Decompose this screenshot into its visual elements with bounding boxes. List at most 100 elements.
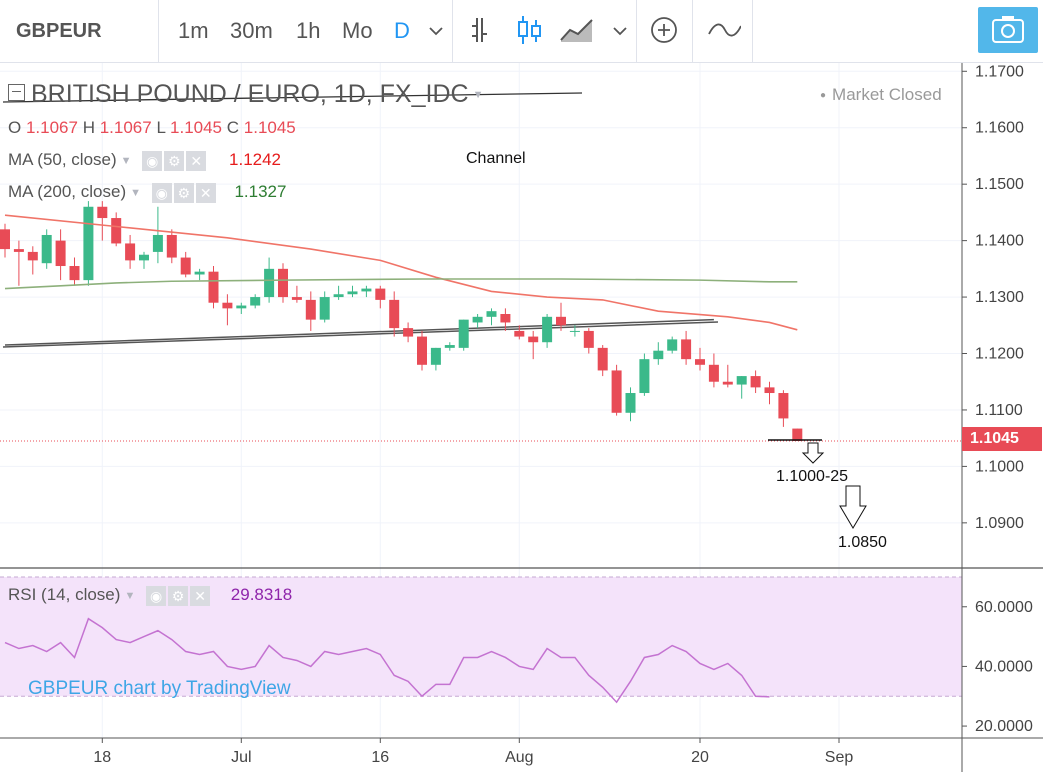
- candle-body: [597, 347, 608, 371]
- candle-body: [653, 350, 664, 360]
- camera-button[interactable]: [978, 7, 1038, 53]
- down-arrow-icon: [801, 442, 825, 464]
- price-tick-label: 1.1600: [975, 120, 1024, 137]
- candle-body: [250, 297, 261, 306]
- rsi-line: [4, 617, 770, 704]
- candle-body: [180, 257, 191, 275]
- close-icon[interactable]: ✕: [195, 182, 216, 203]
- candle-body: [514, 330, 525, 337]
- collapse-icon[interactable]: [8, 83, 25, 101]
- gear-icon[interactable]: ⚙: [168, 585, 189, 606]
- bar-chart-icon[interactable]: [466, 12, 502, 48]
- candle-body: [722, 381, 733, 385]
- candle-body: [208, 271, 219, 303]
- symbol-search[interactable]: GBPEUR: [16, 20, 102, 42]
- interval-month[interactable]: Mo: [342, 18, 373, 43]
- interval-1h[interactable]: 1h: [296, 18, 321, 43]
- interval-day[interactable]: D: [394, 18, 410, 43]
- close-icon[interactable]: ✕: [186, 150, 207, 171]
- candle-body: [583, 330, 594, 348]
- candle-body: [166, 234, 177, 258]
- price-tick-label: 1.1300: [975, 289, 1024, 306]
- close-label: C: [226, 118, 240, 137]
- candle-body: [305, 299, 316, 320]
- candle-body: [625, 393, 636, 413]
- candle-body: [347, 291, 358, 295]
- candle-body: [708, 364, 719, 382]
- chevron-down-icon[interactable]: ▼: [472, 89, 484, 102]
- candle-body: [792, 428, 803, 441]
- interval-1m[interactable]: 1m: [178, 18, 209, 43]
- candle-body: [27, 251, 38, 261]
- rsi-tick-label: 20.0000: [975, 718, 1033, 735]
- time-tick-label: 18: [93, 749, 111, 766]
- rsi-tick-label: 40.0000: [975, 658, 1033, 675]
- open-value: 1.1067: [25, 118, 78, 137]
- candles: [0, 201, 962, 442]
- chevron-down-icon[interactable]: [602, 12, 638, 48]
- gear-icon[interactable]: ⚙: [164, 150, 185, 171]
- candle-body: [319, 297, 330, 320]
- candle-body: [417, 336, 427, 365]
- chevron-down-icon[interactable]: ▼: [130, 186, 141, 199]
- price-tick-label: 1.1000: [975, 458, 1024, 475]
- target2-annotation: 1.0850: [838, 534, 887, 551]
- candle-body: [556, 316, 566, 326]
- chevron-down-icon[interactable]: ▼: [120, 154, 132, 167]
- rsi-label[interactable]: RSI (14, close): [8, 585, 121, 604]
- area-chart-icon[interactable]: [558, 12, 594, 48]
- chevron-down-icon[interactable]: [418, 12, 454, 48]
- market-status: Market Closed: [820, 85, 942, 105]
- gear-icon[interactable]: ⚙: [173, 182, 194, 203]
- candlestick-icon[interactable]: [512, 12, 548, 48]
- chevron-down-icon[interactable]: ▼: [124, 589, 136, 602]
- candle-body: [458, 319, 469, 348]
- candle-body: [389, 299, 400, 329]
- candle-body: [236, 305, 247, 309]
- ma50-legend: MA (50, close) ▼ ◉ ⚙ ✕ 1.1242: [8, 150, 281, 171]
- ma50-label[interactable]: MA (50, close): [8, 150, 117, 169]
- close-value: 1.1045: [243, 118, 296, 137]
- plus-circle-icon[interactable]: [646, 12, 682, 48]
- candle-body: [291, 297, 302, 300]
- candle-body: [375, 288, 386, 300]
- wave-indicator-icon[interactable]: [705, 12, 741, 48]
- eye-icon[interactable]: ◉: [146, 585, 167, 606]
- eye-icon[interactable]: ◉: [151, 182, 172, 203]
- low-value: 1.1045: [170, 118, 223, 137]
- close-icon[interactable]: ✕: [190, 585, 211, 606]
- last-price-tag: 1.1045: [962, 427, 1042, 451]
- candle-body: [611, 370, 622, 413]
- candle-body: [333, 294, 344, 298]
- candle-body: [778, 393, 789, 419]
- price-tick-label: 1.1400: [975, 233, 1024, 250]
- candle-body: [361, 288, 372, 292]
- candle-body: [750, 376, 761, 388]
- candle-body: [639, 359, 650, 394]
- high-value: 1.1067: [99, 118, 152, 137]
- candle-body: [736, 376, 747, 385]
- watermark: GBPEUR chart by TradingView: [28, 678, 291, 699]
- high-label: H: [82, 118, 95, 137]
- ma200-label[interactable]: MA (200, close): [8, 182, 127, 201]
- interval-30m[interactable]: 30m: [230, 18, 273, 43]
- candle-body: [111, 218, 122, 244]
- ma50-value: 1.1242: [229, 150, 282, 169]
- toolbar-divider: [452, 0, 453, 62]
- channel-lower-line: [4, 318, 714, 346]
- price-tick-label: 1.0900: [975, 515, 1024, 532]
- eye-icon[interactable]: ◉: [142, 150, 163, 171]
- price-tick-label: 1.1100: [975, 402, 1023, 419]
- candle-body: [222, 302, 233, 309]
- trend-lines: [2, 92, 719, 348]
- toolbar: GBPEUR 1m 30m 1h Mo D: [0, 0, 1043, 63]
- candle-body: [764, 387, 775, 394]
- candle-body: [681, 339, 692, 360]
- candle-body: [500, 314, 511, 323]
- low-label: L: [156, 118, 166, 137]
- indicator-lines: [4, 214, 798, 704]
- candle-body: [83, 206, 94, 281]
- candle-body: [472, 316, 483, 323]
- candle-body: [152, 234, 163, 252]
- candle-body: [139, 254, 149, 261]
